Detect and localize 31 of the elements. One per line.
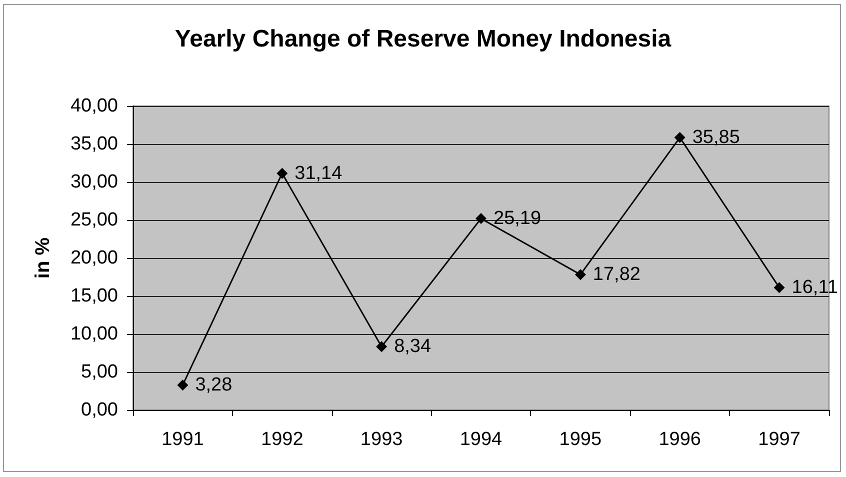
point — [574, 269, 586, 280]
data-label: 3,28 — [195, 374, 232, 396]
x-tick-label: 1993 — [360, 429, 403, 450]
data-label: 17,82 — [592, 264, 640, 286]
y-tick-label: 15,00 — [70, 286, 118, 306]
x-tick-label: 1995 — [559, 429, 602, 450]
point — [476, 213, 486, 224]
point — [774, 282, 785, 294]
data-label: 31,14 — [294, 162, 343, 184]
y-tick-label: 25,00 — [70, 210, 118, 230]
y-tick-label: 40,00 — [70, 96, 118, 116]
point — [376, 341, 388, 352]
x-tick-label: 1994 — [460, 429, 503, 450]
point — [276, 168, 288, 179]
data-label: 35,85 — [692, 127, 740, 148]
data-label: 16,11 — [792, 277, 838, 298]
data-label: 8,34 — [394, 336, 432, 358]
x-tick-label: 1991 — [162, 429, 204, 450]
x-tick-label: 1996 — [658, 429, 701, 450]
y-tick-label: 30,00 — [70, 172, 118, 192]
y-tick-label: 20,00 — [70, 248, 118, 268]
y-tick-label: 35,00 — [70, 134, 118, 154]
point — [177, 380, 188, 391]
x-tick-label: 1997 — [758, 429, 800, 450]
y-tick-label: 0,00 — [81, 400, 118, 420]
x-tick-label: 1992 — [261, 429, 304, 450]
y-tick-label: 10,00 — [70, 324, 118, 344]
y-axis-title: in % — [32, 237, 54, 279]
y-tick-label: 5,00 — [81, 362, 118, 382]
chart-title: Yearly Change of Reserve Money Indonesia — [174, 26, 672, 52]
point — [674, 132, 686, 144]
